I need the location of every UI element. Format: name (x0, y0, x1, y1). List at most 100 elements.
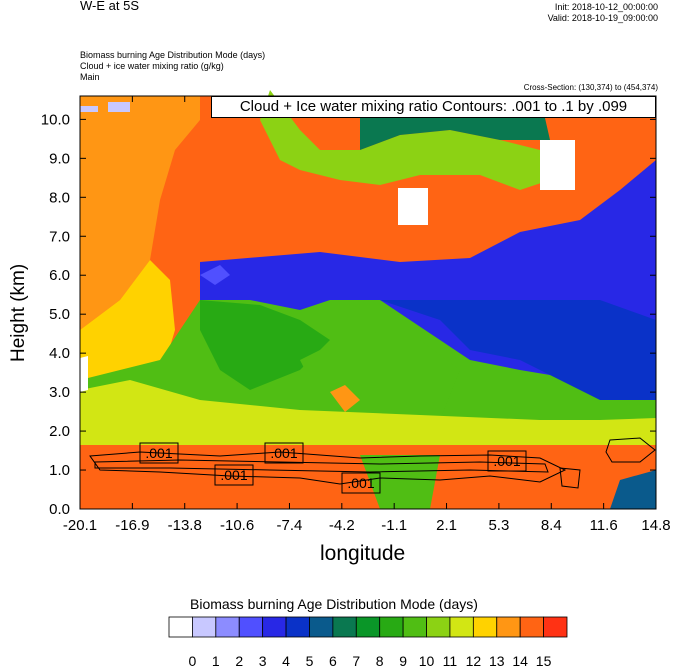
colorbar-swatch (449, 616, 474, 638)
colorbar-swatch (543, 616, 568, 638)
heat-region-green-plume (360, 455, 440, 509)
colorbar-swatch (355, 616, 381, 638)
colorbar-label: 8 (376, 653, 384, 667)
colorbar-label: 0 (189, 653, 197, 667)
x-axis-label: longitude (320, 542, 406, 565)
colorbar-label: 12 (466, 653, 482, 667)
y-tick-label: 2.0 (49, 423, 70, 440)
y-tick-label: 8.0 (49, 189, 70, 206)
colorbar-label: 15 (536, 653, 552, 667)
contour-label-box (487, 450, 527, 472)
contour-label: .001 (493, 453, 520, 469)
heat-region-white-gap (398, 188, 428, 225)
colorbar-label: 7 (352, 653, 360, 667)
x-tick-label: -16.9 (115, 517, 149, 534)
x-axis: -20.1 -16.9 -13.8 -10.6 -7.4 -4.2 -1.1 2.1 5.3 8.… (63, 96, 671, 534)
colorbar-swatch (332, 616, 357, 638)
colorbar-label: 13 (489, 653, 505, 667)
colorbar-swatch (309, 616, 334, 638)
heat-region-blue-spot (200, 265, 230, 285)
heat-region-deep-blue (380, 300, 656, 400)
plot-title: W-E at 5S (80, 0, 140, 13)
contour-label: .001 (347, 475, 374, 491)
colorbar-label: 4 (282, 653, 290, 667)
x-tick-label: 8.4 (541, 517, 562, 534)
contour-line-1 (94, 459, 549, 473)
colorbar-swatch (215, 616, 240, 638)
x-tick-label: 14.8 (641, 517, 670, 534)
colorbar-label: 3 (259, 653, 267, 667)
contour-label: .001 (220, 467, 247, 483)
x-tick-label: -7.4 (277, 517, 303, 534)
colorbar-label: 10 (419, 653, 435, 667)
colorbar: 0 1 2 3 4 5 6 7 8 9 10 11 12 13 14 15 (168, 616, 568, 667)
y-tick-label: 10.0 (41, 111, 70, 128)
x-tick-label: -1.1 (381, 517, 407, 534)
colorbar-swatch (285, 616, 310, 638)
colorbar-title: Biomass burning Age Distribution Mode (d… (190, 596, 478, 612)
x-tick-label: 5.3 (488, 517, 509, 534)
y-tick-label: 1.0 (49, 462, 70, 479)
heat-region-yellow-band (80, 380, 656, 450)
colorbar-swatch (238, 616, 264, 638)
colorbar-swatch (192, 616, 217, 638)
colorbar-swatch (472, 616, 498, 638)
colorbar-label: 11 (443, 653, 458, 667)
contour-line-2 (605, 437, 656, 463)
heat-region-light-patch (80, 106, 98, 112)
colorbar-swatch (496, 616, 521, 638)
contour-label-box (264, 442, 304, 464)
field-label-cloud: Cloud + ice water mixing ratio (g/kg) (80, 61, 224, 71)
y-tick-label: 7.0 (49, 228, 70, 245)
contour-label-box (341, 472, 381, 494)
x-tick-label: -20.1 (63, 517, 97, 534)
x-tick-label: 11.6 (590, 517, 618, 534)
heat-region-light-patch-2 (108, 102, 130, 112)
colorbar-swatch (262, 616, 287, 638)
y-axis: 0.0 1.0 2.0 3.0 4.0 5.0 6.0 7.0 8.0 9.0 10.0 (41, 111, 656, 518)
colorbar-swatch (402, 616, 427, 638)
colorbar-swatch (519, 616, 544, 638)
contour-lines: .001 .001 .001 .001 .001 (89, 437, 656, 494)
x-tick-label: -4.2 (329, 517, 355, 534)
y-tick-label: 5.0 (49, 306, 70, 323)
contour-line-3 (559, 467, 581, 489)
y-tick-label: 3.0 (49, 384, 70, 401)
heat-region-white-edge (80, 356, 88, 392)
colorbar-label: 2 (235, 653, 243, 667)
field-label-main: Main (80, 72, 100, 82)
field-label-biomass: Biomass burning Age Distribution Mode (d… (80, 50, 266, 60)
contour-label: .001 (270, 445, 297, 461)
valid-time: Valid: 2018-10-19_09:00:00 (547, 13, 658, 23)
heat-region-upper-green (260, 90, 550, 190)
init-time: Init: 2018-10-12_00:00:00 (554, 2, 658, 12)
heat-region-white-gap-2 (540, 140, 575, 190)
x-tick-label: 2.1 (436, 517, 457, 534)
colorbar-swatch (379, 616, 404, 638)
contour-line-0 (89, 451, 567, 485)
contour-label-box (139, 442, 179, 464)
colorbar-label: 1 (212, 653, 220, 667)
colorbar-label: 5 (306, 653, 314, 667)
colorbar-swatch (426, 616, 451, 638)
cross-section-label: Cross-Section: (130,374) to (454,374) (523, 83, 658, 92)
contour-label-box (214, 464, 254, 486)
y-tick-label: 0.0 (49, 501, 70, 518)
y-axis-label: Height (km) (8, 263, 29, 362)
colorbar-label: 9 (399, 653, 407, 667)
y-tick-label: 6.0 (49, 267, 70, 284)
x-tick-label: -10.6 (220, 517, 254, 534)
y-tick-label: 9.0 (49, 150, 70, 167)
heat-region-west-upper (80, 96, 200, 330)
colorbar-label: 6 (329, 653, 337, 667)
heat-region-orange-spot (330, 385, 360, 412)
contour-label: .001 (145, 445, 172, 461)
y-tick-label: 4.0 (49, 345, 70, 362)
colorbar-swatch (168, 616, 193, 638)
heat-region-lower (80, 180, 656, 455)
colorbar-label: 14 (512, 653, 528, 667)
contour-info-box: Cloud + Ice water mixing ratio Contours:… (211, 96, 656, 118)
heat-region-surface-dark (610, 470, 656, 509)
heat-region-mid-green (200, 300, 330, 390)
